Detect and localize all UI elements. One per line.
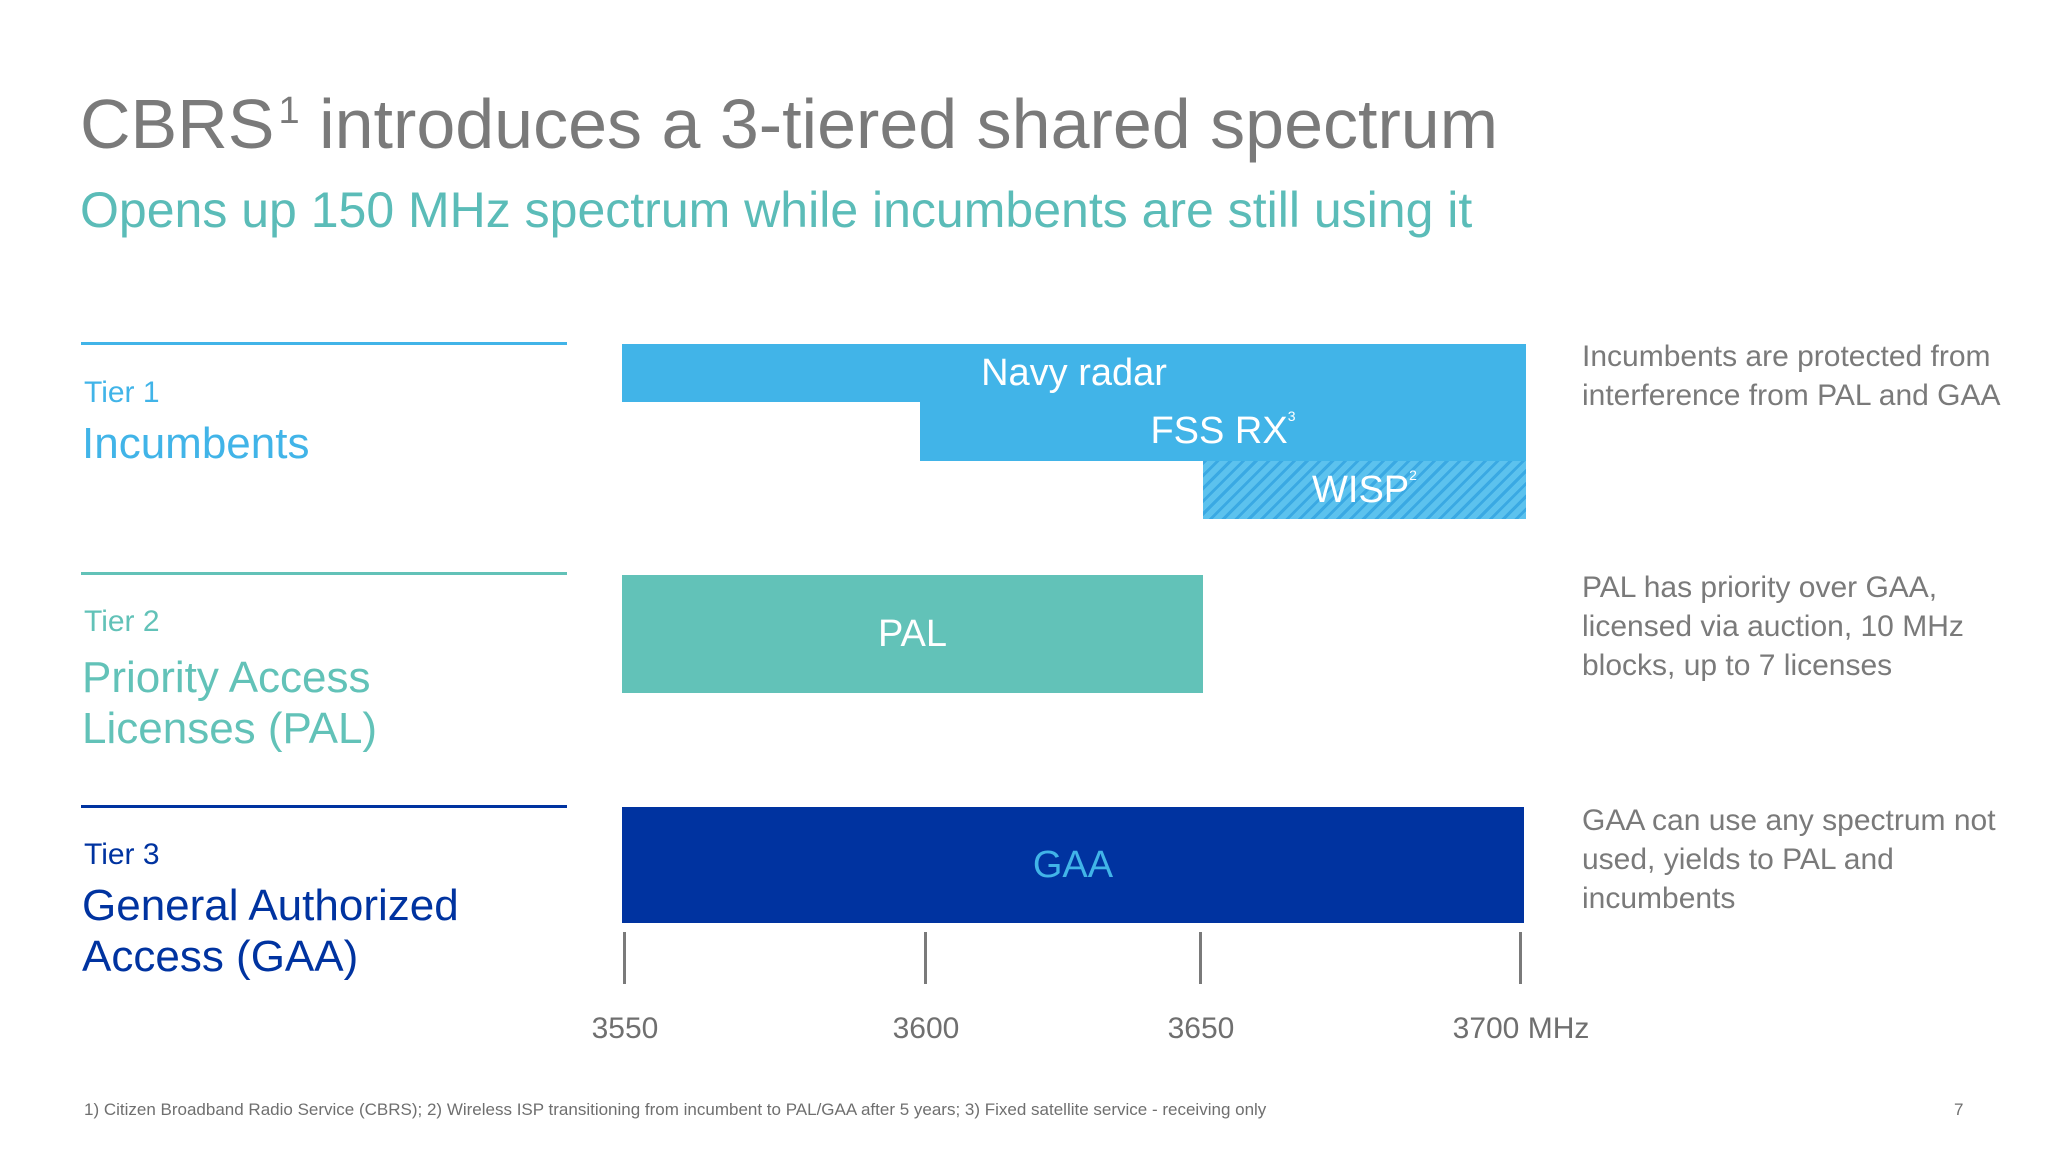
axis-tick-3700 [1519,932,1522,984]
bar-wisp: WISP2 [1203,461,1526,519]
tier1-label: Tier 1 [84,376,160,409]
bar-gaa: GAA [622,807,1524,923]
axis-label-3600: 3600 [892,1012,960,1045]
bar-fss-rx: FSS RX3 [920,402,1526,461]
axis-label-3550: 3550 [591,1012,659,1045]
bar-fss-rx-label: FSS RX3 [1150,408,1296,453]
tier3-name: General Authorized Access (GAA) [82,880,459,982]
axis-tick-3600 [924,932,927,984]
bar-fss-rx-text: FSS RX [1150,410,1288,452]
bar-pal-label: PAL [877,612,947,655]
bar-navy-radar: Navy radar [622,344,1526,402]
bar-navy-radar-label: Navy radar [981,351,1167,394]
bar-wisp-text: WISP [1312,468,1410,511]
tier3-name-line1: General Authorized [82,881,459,930]
bar-wisp-footnote: 2 [1409,466,1417,483]
slide-subtitle: Opens up 150 MHz spectrum while incumben… [80,182,1473,238]
tier1-divider [81,342,567,345]
tier2-name-line2: Licenses (PAL) [82,704,378,753]
axis-tick-3550 [623,932,626,984]
tier2-name-line1: Priority Access [82,653,371,702]
tier2-divider [81,572,567,575]
footnote: 1) Citizen Broadband Radio Service (CBRS… [84,1100,1267,1119]
tier1-name: Incumbents [82,418,309,469]
tier3-divider [81,805,567,808]
bar-fss-rx-footnote: 3 [1287,408,1296,424]
axis-tick-3650 [1199,932,1202,984]
axis-label-3700: 3700 MHz [1452,1012,1590,1045]
page-number: 7 [1954,1100,1964,1119]
tier2-name: Priority Access Licenses (PAL) [82,652,377,754]
tier1-description: Incumbents are protected from interferen… [1582,340,2001,412]
title-footnote-mark: 1 [278,90,300,132]
axis-label-3650: 3650 [1167,1012,1235,1045]
tier2-description: PAL has priority over GAA, licensed via … [1582,571,1964,682]
title-text-rest: introduces a 3-tiered shared spectrum [299,85,1498,163]
tier1-name-line1: Incumbents [82,419,310,468]
bar-pal: PAL [622,575,1203,693]
tier3-label: Tier 3 [84,838,160,871]
title-text: CBRS [80,85,275,163]
tier2-label: Tier 2 [84,605,160,638]
bar-gaa-label: GAA [1032,843,1114,886]
bar-wisp-label: WISP2 [1312,466,1417,512]
tier3-description: GAA can use any spectrum not used, yield… [1582,804,1996,915]
slide-title: CBRS 1 introduces a 3-tiered shared spect… [80,84,1498,165]
tier3-name-line2: Access (GAA) [82,932,359,981]
